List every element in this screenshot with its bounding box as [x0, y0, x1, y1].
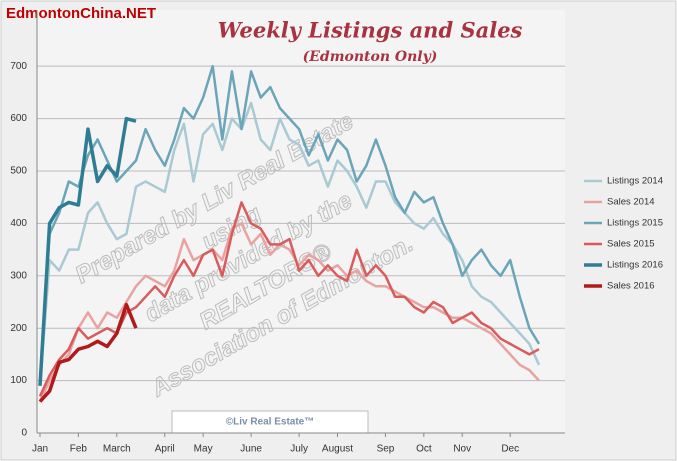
x-tick-label: Jan — [32, 444, 48, 455]
x-tick-label: August — [322, 444, 353, 455]
x-tick-label: May — [194, 444, 213, 455]
series-line — [38, 222, 540, 403]
legend-label: Sales 2016 — [607, 281, 655, 292]
chart-title: Weekly Listings and Sales — [218, 18, 523, 43]
x-tick-label: April — [155, 444, 175, 455]
series-line — [38, 302, 138, 403]
x-tick-label: Feb — [70, 444, 88, 455]
x-tick-label: Sep — [377, 444, 395, 455]
plot-area — [37, 10, 565, 433]
site-label: EdmontonChina.NET — [6, 5, 156, 22]
x-tick-label: June — [240, 444, 262, 455]
y-tick-label: 200 — [10, 323, 27, 334]
legend-label: Listings 2014 — [607, 176, 663, 187]
y-tick-label: 500 — [10, 166, 27, 177]
x-tick-label: Oct — [416, 444, 432, 455]
y-tick-label: 700 — [10, 61, 27, 72]
y-tick-label: 300 — [10, 270, 27, 281]
y-tick-label: 100 — [10, 375, 27, 386]
y-tick-label: 600 — [10, 113, 27, 124]
x-tick-label: March — [103, 444, 131, 455]
y-tick-label: 400 — [10, 218, 27, 229]
legend-label: Listings 2015 — [607, 218, 663, 229]
chart-subtitle: (Edmonton Only) — [303, 49, 438, 65]
footer-label: ©Liv Real Estate™ — [226, 417, 315, 428]
x-tick-label: July — [290, 444, 308, 455]
series-line — [38, 101, 541, 386]
x-tick-label: Nov — [453, 444, 471, 455]
y-tick-label: 0 — [21, 428, 27, 439]
x-tick-label: Dec — [501, 444, 519, 455]
series-line — [38, 116, 137, 386]
legend-label: Listings 2016 — [607, 260, 663, 271]
series-line — [38, 64, 541, 381]
legend-label: Sales 2014 — [607, 197, 655, 208]
legend-label: Sales 2015 — [607, 239, 655, 250]
